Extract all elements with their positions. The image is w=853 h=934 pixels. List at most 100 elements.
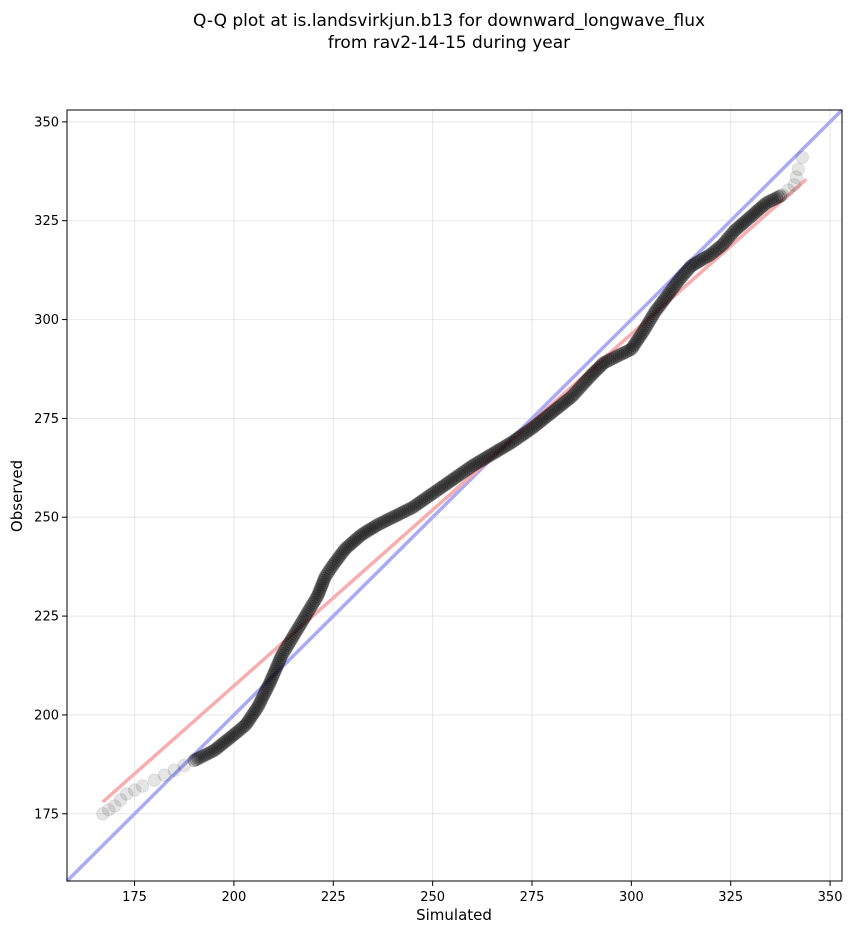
qq-point: [361, 523, 376, 538]
qq-point: [433, 481, 447, 496]
qq-point: [274, 648, 289, 663]
qq-point: [215, 737, 230, 751]
qq-point: [341, 539, 356, 553]
qq-point: [327, 556, 342, 570]
qq-point: [644, 310, 659, 325]
qq-point: [246, 707, 260, 721]
x-tick-label-325: 325: [718, 890, 743, 905]
qq-point: [230, 725, 245, 739]
qq-point: [602, 353, 617, 367]
qq-point: [266, 668, 280, 683]
qq-point: [702, 248, 716, 263]
qq-point: [596, 356, 611, 370]
qq-point: [606, 351, 621, 365]
qq-point: [558, 395, 572, 409]
qq-point: [586, 366, 600, 381]
qq-point: [326, 557, 341, 572]
qq-point: [427, 485, 442, 500]
identity-line: [65, 108, 844, 883]
qq-point: [600, 354, 615, 368]
qq-point: [640, 318, 654, 333]
qq-point: [756, 198, 771, 213]
qq-point: [201, 746, 215, 761]
qq-point: [376, 515, 390, 530]
qq-point: [647, 306, 661, 321]
qq-point: [195, 749, 209, 764]
qq-point: [252, 696, 267, 710]
qq-point: [561, 392, 576, 407]
qq-point: [635, 326, 649, 341]
qq-point: [673, 271, 688, 286]
qq-point: [595, 357, 609, 372]
qq-point: [682, 261, 697, 275]
qq-point: [669, 276, 684, 291]
qq-point: [323, 561, 338, 576]
qq-point: [656, 294, 671, 308]
qq-point: [265, 670, 280, 685]
qq-point: [630, 333, 645, 348]
qq-point: [220, 733, 235, 747]
qq-point: [781, 183, 796, 197]
qq-point: [424, 488, 438, 502]
qq-point: [592, 360, 606, 375]
qq-point: [712, 240, 727, 255]
qq-point: [270, 658, 285, 673]
qq-point: [240, 716, 254, 730]
qq-point: [556, 396, 571, 411]
qq-point: [641, 316, 655, 331]
qq-point: [691, 255, 706, 269]
qq-point: [740, 212, 755, 227]
qq-point: [525, 421, 539, 436]
qq-point: [583, 369, 597, 384]
qq-point: [535, 413, 549, 428]
qq-point: [282, 637, 296, 651]
qq-point: [693, 253, 707, 268]
qq-point: [469, 456, 483, 471]
qq-point: [610, 349, 625, 363]
qq-point: [227, 727, 241, 742]
qq-point: [510, 431, 525, 446]
qq-point: [589, 363, 603, 378]
qq-point: [429, 484, 444, 498]
qq-point: [460, 462, 474, 477]
qq-point: [458, 464, 473, 478]
qq-point: [232, 723, 246, 738]
y-ticks: 175 200 225 250 275 300 325 350: [34, 115, 67, 822]
qq-point: [789, 170, 804, 184]
qq-point: [440, 476, 454, 491]
x-tick-label-300: 300: [619, 890, 644, 905]
qq-point: [705, 246, 720, 260]
qq-point: [235, 720, 250, 735]
qq-point: [717, 235, 732, 250]
qq-point: [675, 269, 689, 284]
qq-point: [333, 549, 347, 563]
y-tick-label-325: 325: [34, 214, 59, 229]
qq-point: [400, 503, 414, 518]
qq-point: [533, 414, 548, 429]
qq-point: [237, 719, 251, 734]
qq-point: [550, 401, 564, 416]
qq-point: [471, 455, 485, 470]
qq-point: [519, 425, 534, 439]
qq-point: [347, 533, 362, 548]
qq-point: [271, 656, 286, 671]
qq-point: [714, 239, 728, 253]
qq-point: [580, 373, 594, 387]
qq-point: [356, 527, 370, 541]
qq-point: [338, 542, 353, 556]
qq-point: [637, 322, 652, 337]
qq-point: [217, 735, 231, 750]
qq-point: [707, 244, 722, 259]
qq-point: [272, 654, 286, 669]
qq-point: [676, 268, 691, 282]
qq-point: [406, 500, 420, 515]
qq-point: [225, 729, 240, 743]
qq-point: [463, 460, 478, 474]
qq-point: [642, 314, 657, 329]
qq-point: [729, 222, 744, 236]
qq-point: [663, 285, 677, 300]
qq-point: [407, 499, 422, 513]
qq-point: [684, 259, 698, 274]
qq-point: [721, 230, 736, 245]
qq-point: [564, 389, 579, 404]
